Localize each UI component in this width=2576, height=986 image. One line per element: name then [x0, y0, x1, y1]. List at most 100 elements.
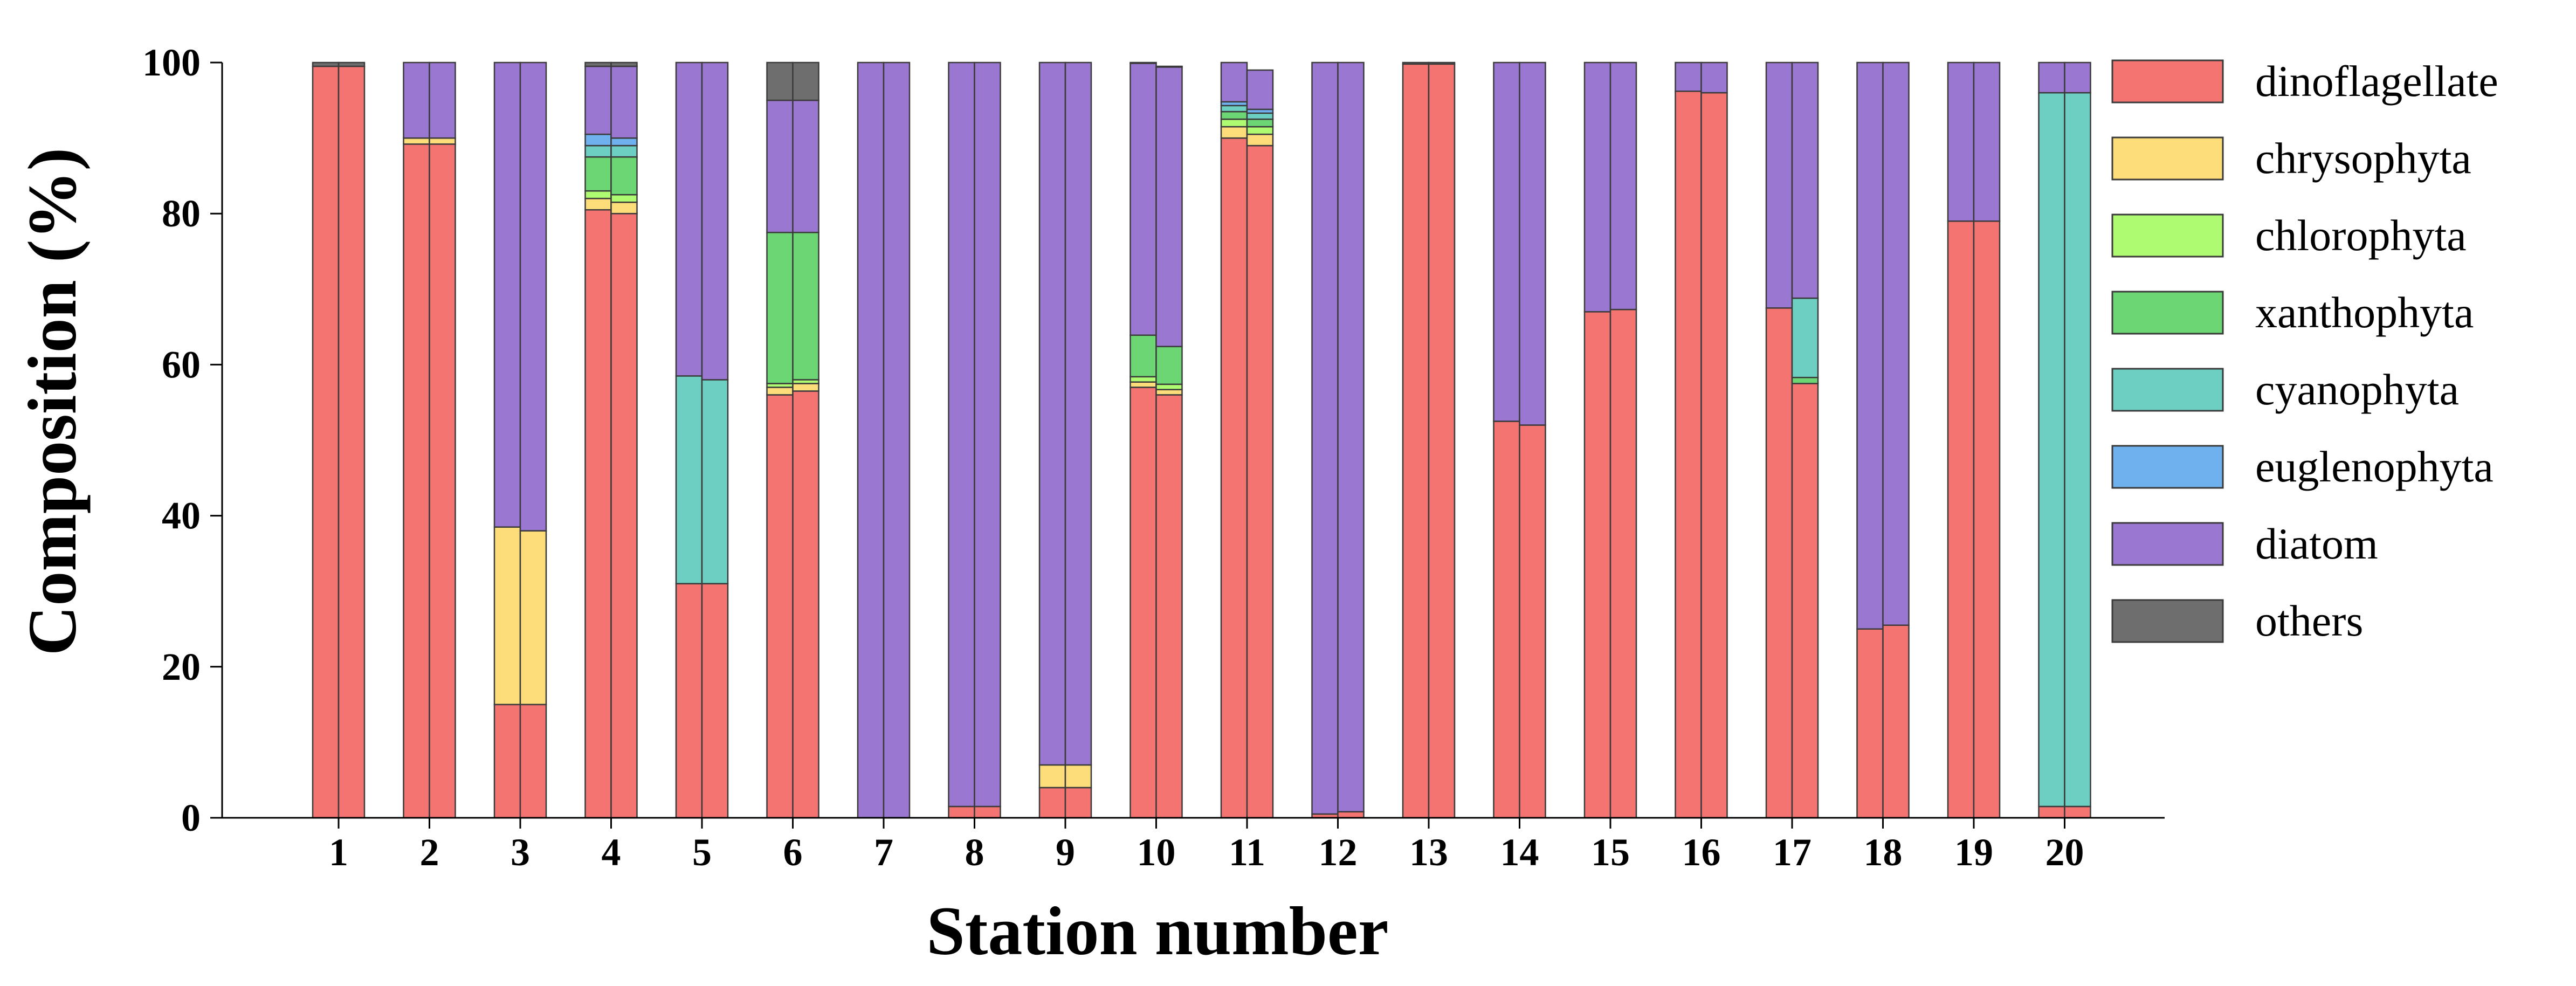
legend-swatch-chlorophyta	[2111, 213, 2224, 258]
bar-segment-others-station-1-left	[312, 61, 340, 67]
bar-segment-dinoflagellate-station-16-left	[1675, 90, 1702, 819]
bar-segment-diatom-station-4-right	[610, 65, 638, 139]
bar-segment-diatom-station-18-right	[1882, 61, 1910, 626]
bar-segment-chrysophyta-station-2-right	[429, 137, 456, 145]
bar-segment-cyanophyta-station-20-right	[2064, 92, 2091, 808]
bar-segment-diatom-station-5-right	[701, 61, 729, 381]
bar-segment-chrysophyta-station-3-left	[493, 526, 521, 706]
bar-segment-cyanophyta-station-20-left	[2038, 92, 2065, 808]
bar-segment-xanthophyta-station-6-right	[792, 231, 819, 381]
bar-segment-xanthophyta-station-4-right	[610, 156, 638, 196]
x-tick-label: 8	[965, 831, 984, 874]
bar-segment-dinoflagellate-station-2-left	[403, 143, 430, 819]
bar-segment-dinoflagellate-station-6-right	[792, 390, 819, 819]
bar-segment-diatom-station-12-left	[1311, 61, 1339, 815]
bar-segment-others-station-4-right	[610, 61, 638, 67]
bar-segment-cyanophyta-station-11-left	[1220, 105, 1248, 113]
bar-segment-euglenophyta-station-4-right	[610, 137, 638, 147]
bar-segment-dinoflagellate-station-8-left	[948, 805, 975, 819]
x-tick-label: 19	[1954, 831, 1993, 874]
bar-segment-xanthophyta-station-11-right	[1246, 118, 1274, 128]
x-tick-label: 1	[329, 831, 348, 874]
bar-segment-diatom-station-9-right	[1064, 61, 1092, 766]
bar-segment-dinoflagellate-station-3-left	[493, 704, 521, 819]
bar-segment-diatom-station-10-right	[1155, 66, 1183, 348]
bar-segment-dinoflagellate-station-10-right	[1155, 394, 1183, 819]
y-axis-title: Composition (%)	[14, 148, 91, 656]
bar-segment-dinoflagellate-station-13-right	[1428, 63, 1456, 819]
bar-segment-chrysophyta-station-11-right	[1246, 133, 1274, 147]
x-tick-label: 11	[1229, 831, 1265, 874]
bar-segment-dinoflagellate-station-17-left	[1765, 307, 1793, 819]
legend-label-others: others	[2255, 596, 2363, 645]
x-tick-label: 16	[1682, 831, 1721, 874]
legend-swatch-cyanophyta	[2111, 368, 2224, 412]
bar-segment-diatom-station-15-right	[1609, 61, 1637, 311]
bar-segment-dinoflagellate-station-11-right	[1246, 144, 1274, 819]
x-tick-label: 15	[1591, 831, 1630, 874]
bar-segment-others-station-13-left	[1402, 61, 1430, 65]
x-tick-label: 12	[1319, 831, 1358, 874]
legend-label-diatom: diatom	[2255, 519, 2378, 568]
y-tick-label: 20	[162, 645, 201, 688]
x-tick-label: 9	[1056, 831, 1075, 874]
bar-segment-dinoflagellate-station-19-right	[1973, 220, 2001, 819]
x-tick-label: 10	[1137, 831, 1176, 874]
x-tick-label: 6	[783, 831, 803, 874]
legend-label-chlorophyta: chlorophyta	[2255, 211, 2467, 260]
bar-segment-diatom-station-7-right	[883, 61, 911, 819]
x-tick-label: 14	[1500, 831, 1539, 874]
bar-segment-dinoflagellate-station-18-right	[1882, 624, 1910, 819]
bar-segment-diatom-station-17-left	[1765, 61, 1793, 309]
bar-segment-diatom-station-3-left	[493, 61, 521, 528]
bar-segment-dinoflagellate-station-20-left	[2038, 805, 2065, 819]
bar-segment-xanthophyta-station-6-left	[766, 231, 794, 384]
bar-segment-dinoflagellate-station-9-right	[1064, 787, 1092, 819]
y-tick-label: 40	[162, 494, 201, 537]
bar-segment-chrysophyta-station-4-right	[610, 201, 638, 215]
bar-segment-others-station-10-right	[1155, 65, 1183, 68]
bar-segment-chrysophyta-station-6-right	[792, 383, 819, 392]
bar-segment-chlorophyta-station-4-right	[610, 194, 638, 203]
bar-segment-dinoflagellate-station-19-left	[1947, 220, 1975, 819]
bar-segment-diatom-station-20-left	[2038, 61, 2065, 94]
x-tick-label: 4	[602, 831, 621, 874]
bar-segment-diatom-station-2-left	[403, 61, 430, 139]
legend-label-chrysophyta: chrysophyta	[2255, 134, 2471, 183]
bar-segment-dinoflagellate-station-6-left	[766, 394, 794, 819]
x-axis-title: Station number	[927, 893, 1389, 969]
bar-segment-euglenophyta-station-4-left	[584, 133, 612, 147]
bar-segment-dinoflagellate-station-15-right	[1609, 308, 1637, 819]
legend-swatch-xanthophyta	[2111, 291, 2224, 335]
bar-segment-diatom-station-14-left	[1493, 61, 1520, 422]
bar-segment-diatom-station-8-right	[974, 61, 1001, 808]
bar-segment-diatom-station-6-right	[792, 99, 819, 233]
bar-segment-chlorophyta-station-4-left	[584, 190, 612, 199]
bar-segment-cyanophyta-station-5-right	[701, 379, 729, 584]
bar-segment-chlorophyta-station-11-left	[1220, 118, 1248, 128]
y-tick-label: 0	[181, 796, 201, 839]
bar-segment-others-station-6-right	[792, 61, 819, 101]
legend-swatch-diatom	[2111, 522, 2224, 566]
bar-segment-chrysophyta-station-4-left	[584, 197, 612, 211]
bar-segment-diatom-station-9-left	[1038, 61, 1066, 766]
legend-label-dinoflagellate: dinoflagellate	[2255, 57, 2498, 106]
bar-segment-diatom-station-10-left	[1129, 63, 1157, 336]
bar-segment-diatom-station-8-left	[948, 61, 975, 808]
bar-segment-xanthophyta-station-4-left	[584, 156, 612, 192]
legend-swatch-euglenophyta	[2111, 445, 2224, 489]
bar-segment-diatom-station-19-right	[1973, 61, 2001, 222]
bar-segment-dinoflagellate-station-3-right	[519, 704, 547, 819]
bar-segment-cyanophyta-station-5-left	[675, 375, 703, 584]
x-tick-label: 18	[1864, 831, 1903, 874]
bars-layer	[312, 61, 2091, 819]
bar-segment-dinoflagellate-station-15-left	[1583, 311, 1611, 819]
bar-segment-diatom-station-12-right	[1337, 61, 1365, 813]
bar-segment-diatom-station-5-left	[675, 61, 703, 377]
bar-segment-diatom-station-11-right	[1246, 69, 1274, 111]
bar-segment-chlorophyta-station-10-left	[1129, 376, 1157, 383]
bar-segment-diatom-station-15-left	[1583, 61, 1611, 313]
bar-segment-cyanophyta-station-17-right	[1791, 297, 1819, 378]
x-tick-label: 7	[874, 831, 893, 874]
